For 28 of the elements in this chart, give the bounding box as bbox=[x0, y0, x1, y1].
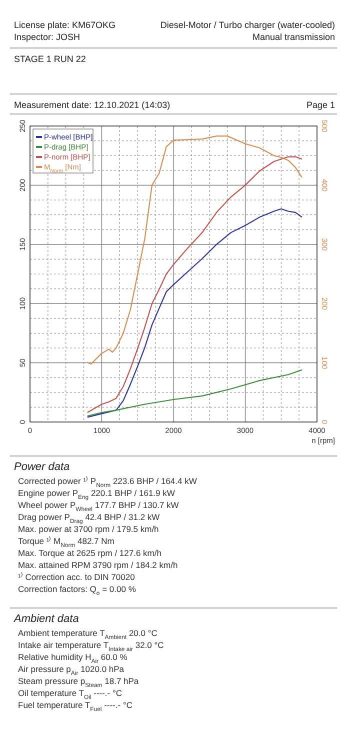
text: Ambient temperature T$_{Ambient}$ 20.0 °C bbox=[18, 628, 158, 641]
text: Relative humidity H$_{Air}$ 60.0 % bbox=[18, 652, 128, 665]
text: Air pressure p$_{Air}$ 1020.0 hPa bbox=[18, 664, 124, 677]
text: Steam pressure p$_{Steam}$ 18.7 hPa bbox=[18, 676, 139, 689]
text: Oil temperature T$_{Oil}$ ----.- °C bbox=[18, 688, 122, 701]
text: Correction factors: Q$_{o}$ = 0.00 % bbox=[18, 584, 136, 597]
text: Torque ¹⁾ M$_{Norm}$ 482.7 Nm bbox=[18, 536, 114, 549]
text: Engine power P$_{Eng}$ 220.1 BHP / 161.9 kW bbox=[18, 488, 175, 501]
text: Manual transmission bbox=[252, 32, 335, 42]
line-series bbox=[86, 369, 302, 417]
text: Fuel temperature T$_{Fuel}$ ----.- °C bbox=[18, 700, 132, 713]
text: Max. power at 3700 rpm / 179.5 km/h bbox=[18, 524, 160, 534]
text: ¹⁾ Correction acc. to DIN 70020 bbox=[18, 572, 136, 582]
text: Page 1 bbox=[306, 100, 335, 110]
text: Drag power P$_{Drag}$ 42.4 BHP / 31.2 kW bbox=[18, 512, 160, 525]
text: License plate: KM67OKG bbox=[14, 20, 116, 30]
text: Corrected power ¹⁾ P$_{Norm}$ 223.6 BHP / 164.4 kW bbox=[18, 476, 197, 489]
text: Wheel power P$_{Wheel}$ 177.7 BHP / 130.7 kW bbox=[18, 500, 179, 513]
text: Diesel-Motor / Turbo charger (water-cooled) bbox=[160, 20, 335, 30]
text: Measurement date: 12.10.2021 (14:03) bbox=[14, 100, 170, 110]
text: Intake air temperature T$_{Intake air}$ 32.0 °C bbox=[18, 640, 164, 653]
text: STAGE 1 RUN 22 bbox=[14, 54, 86, 64]
line-series bbox=[86, 208, 302, 418]
text: Ambient data bbox=[13, 613, 79, 625]
text: Max. attained RPM 3790 rpm / 184.2 km/h bbox=[18, 560, 178, 570]
text: Power data bbox=[14, 461, 70, 473]
text: Inspector: JOSH bbox=[14, 32, 80, 42]
text: Max. Torque at 2625 rpm / 127.6 km/h bbox=[18, 548, 162, 558]
